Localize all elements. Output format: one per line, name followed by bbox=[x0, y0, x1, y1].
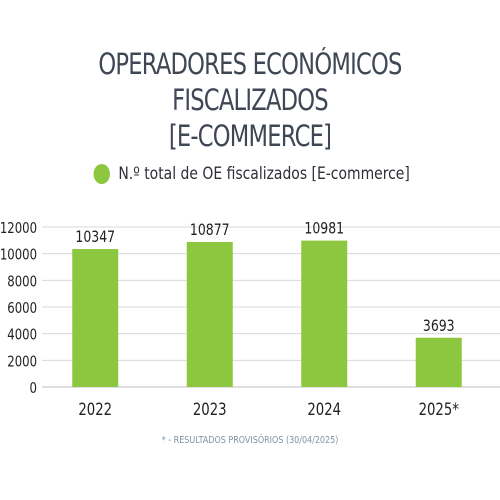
x-tick-label: 2023 bbox=[193, 399, 227, 419]
data-label: 10877 bbox=[190, 222, 230, 240]
y-tick-label: 4000 bbox=[7, 327, 37, 344]
y-tick-label: 2000 bbox=[7, 354, 37, 371]
chart-title: OPERADORES ECONÓMICOS FISCALIZADOS [E-CO… bbox=[55, 46, 445, 154]
y-tick-label: 8000 bbox=[7, 274, 37, 291]
y-tick-label: 10000 bbox=[0, 247, 37, 264]
bar bbox=[415, 337, 462, 387]
y-tick-label: 0 bbox=[30, 381, 37, 398]
x-tick-label: 2022 bbox=[78, 399, 112, 419]
legend: N.º total de OE fiscalizados [E-commerce… bbox=[47, 164, 457, 184]
bar bbox=[72, 249, 119, 387]
data-label: 10981 bbox=[304, 220, 344, 238]
x-tick-label: 2025* bbox=[419, 399, 460, 419]
chart-title-line-1: OPERADORES ECONÓMICOS FISCALIZADOS bbox=[98, 47, 402, 117]
x-axis-ticks: 2022 2023 2024 2025* bbox=[78, 399, 459, 419]
x-tick-label: 2024 bbox=[307, 399, 341, 419]
y-tick-label: 6000 bbox=[7, 301, 37, 318]
bar bbox=[186, 241, 233, 387]
data-labels: 10347 10877 10981 3693 bbox=[75, 220, 454, 335]
footnote: * - RESULTADOS PROVISÓRIOS (30/04/2025) bbox=[161, 435, 339, 446]
legend-swatch bbox=[93, 164, 111, 184]
bars bbox=[72, 240, 462, 387]
legend-label: N.º total de OE fiscalizados [E-commerce… bbox=[118, 164, 410, 184]
bar bbox=[301, 240, 348, 387]
data-label: 10347 bbox=[75, 229, 115, 247]
y-tick-label: 12000 bbox=[0, 221, 37, 238]
chart-title-line-2: [E-COMMERCE] bbox=[168, 119, 332, 153]
data-label: 3693 bbox=[423, 317, 455, 335]
y-axis-ticks: 0 2000 4000 6000 8000 10000 12000 bbox=[0, 221, 37, 398]
